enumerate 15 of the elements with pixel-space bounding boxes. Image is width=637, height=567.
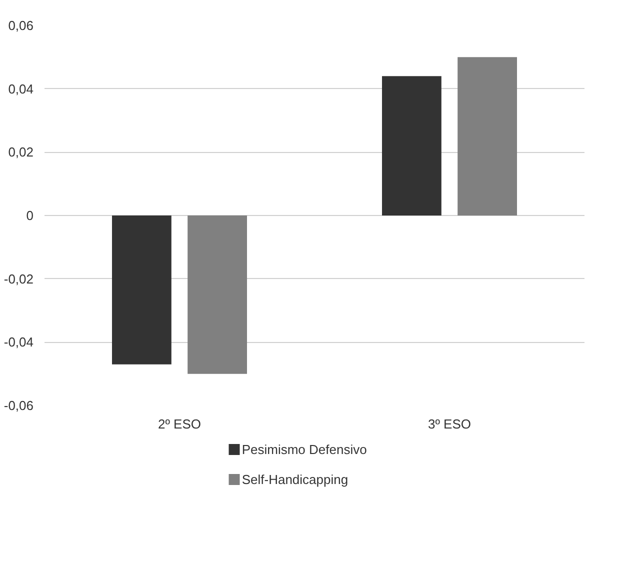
x-tick-label: 2º ESO [158, 416, 202, 432]
y-tick-label: -0,02 [4, 271, 34, 286]
legend-label: Self-Handicapping [242, 472, 348, 487]
y-tick-label: 0,04 [8, 81, 34, 96]
x-tick-label: 3º ESO [428, 416, 472, 432]
y-tick-label: 0,02 [8, 144, 34, 160]
bar [188, 216, 247, 374]
bar [112, 216, 172, 364]
legend-label: Pesimismo Defensivo [242, 442, 367, 457]
bar [458, 57, 517, 216]
y-tick-label: 0,06 [8, 18, 34, 33]
y-tick-label: -0,04 [4, 334, 34, 350]
y-tick-label: -0,06 [4, 398, 34, 413]
bar [382, 76, 442, 216]
y-tick-label: 0 [26, 208, 34, 223]
